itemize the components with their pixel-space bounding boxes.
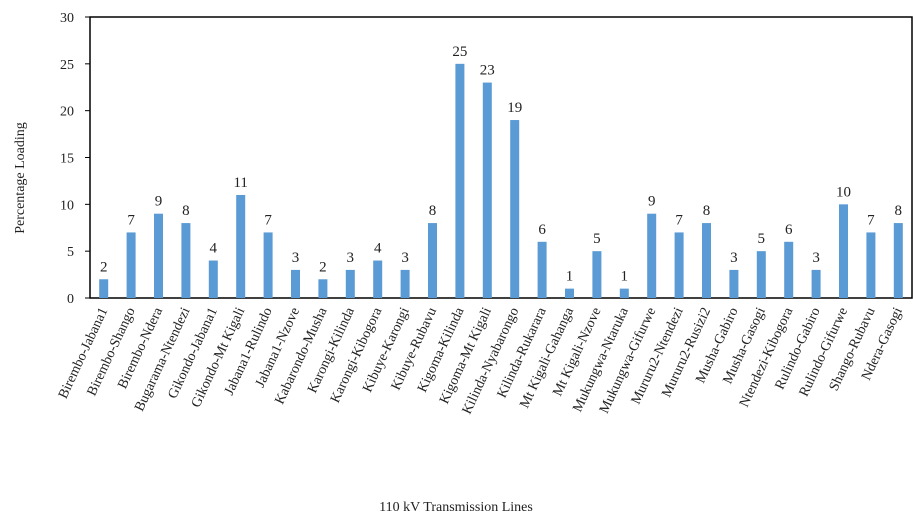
bar [866,232,876,298]
bar [565,288,574,298]
value-label: 7 [867,212,875,228]
value-label: 2 [319,259,327,275]
value-label: 1 [621,269,629,285]
value-label: 7 [675,212,683,228]
bar [674,232,684,298]
value-label: 8 [182,203,190,219]
value-label: 8 [895,203,903,219]
value-label: 3 [730,250,738,266]
bar [455,63,465,299]
bar [236,194,246,298]
bar [702,223,711,298]
value-label: 9 [648,194,656,210]
x-axis-title: 110 kV Transmission Lines [379,500,533,515]
bar [99,279,109,298]
bar [729,269,739,298]
bar [400,269,410,298]
bar [181,223,191,298]
value-label: 1 [566,269,574,285]
bar [592,251,602,298]
value-label: 7 [264,212,272,228]
bar [839,204,848,298]
bar [428,223,437,298]
bar [537,241,547,298]
value-label: 8 [429,203,437,219]
bar [811,269,821,298]
y-tick-label: 15 [60,152,74,167]
y-tick-label: 20 [60,105,74,120]
bar [647,213,657,298]
value-label: 5 [593,231,601,247]
value-label: 5 [758,231,766,247]
bar [345,269,355,298]
y-tick-label: 5 [67,245,74,260]
bar [784,241,794,298]
value-label: 7 [127,212,135,228]
value-label: 11 [233,175,247,191]
bar [291,269,300,298]
bar [154,213,163,298]
y-tick-label: 10 [60,198,74,213]
value-label: 9 [155,194,163,210]
bar [756,251,766,298]
bar [893,223,903,298]
value-label: 6 [785,222,793,238]
value-label: 4 [374,241,382,257]
value-label: 19 [507,100,522,116]
value-label: 3 [812,250,820,266]
value-label: 3 [401,250,409,266]
y-axis-title: Percentage Loading [13,122,28,234]
value-label: 8 [703,203,711,219]
bar [482,82,492,298]
bar [318,279,328,298]
value-label: 2 [100,259,108,275]
bar [373,260,383,298]
bar [126,232,136,298]
bar [208,260,218,298]
bar [510,120,520,299]
value-label: 3 [292,250,300,266]
y-tick-label: 0 [67,292,74,307]
value-label: 10 [836,184,851,200]
value-label: 25 [452,44,467,60]
value-label: 3 [347,250,355,266]
y-tick-label: 25 [60,58,74,73]
value-label: 6 [538,222,546,238]
y-tick-label: 30 [60,11,74,26]
value-label: 4 [210,241,218,257]
bar [263,232,273,298]
value-label: 23 [480,63,495,79]
bar [619,288,629,298]
